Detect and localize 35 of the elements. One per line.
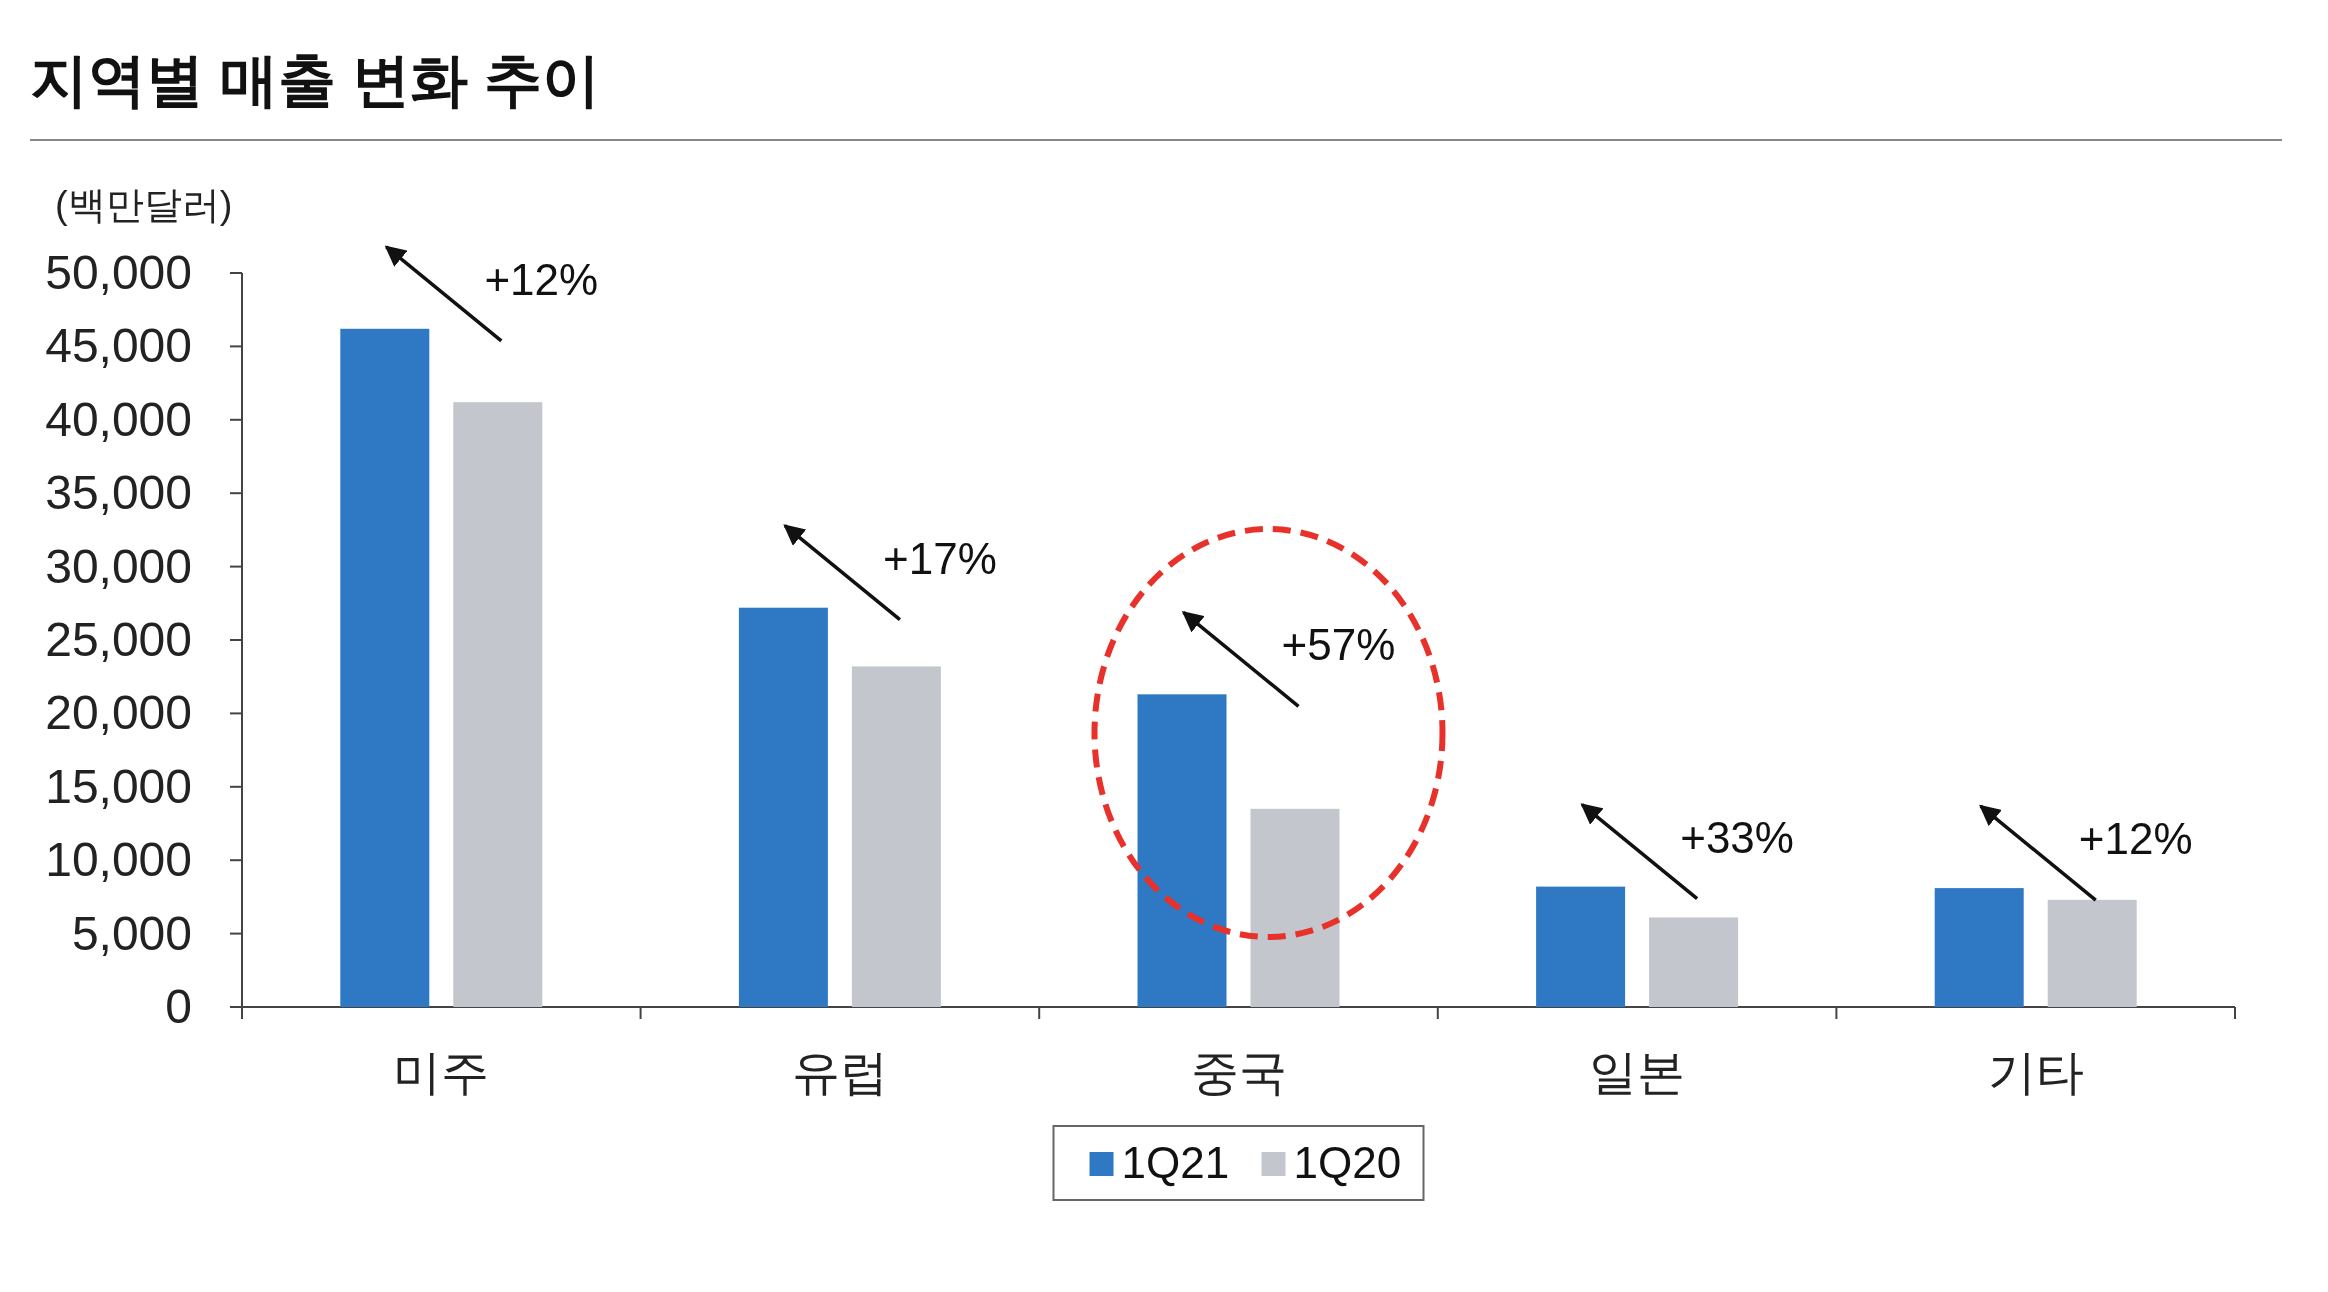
annotation: +57% (1281, 620, 1396, 670)
bar (1137, 694, 1227, 1007)
y-tick-label: 20,000 (45, 686, 192, 740)
bar (340, 328, 430, 1007)
y-tick-label: 0 (165, 980, 192, 1033)
annotation: +33% (1680, 812, 1794, 862)
bar (453, 402, 543, 1007)
bar (1250, 808, 1340, 1007)
bar (1934, 888, 2024, 1007)
x-tick-label: 유럽 (791, 1046, 888, 1099)
y-tick-label: 15,000 (45, 759, 192, 813)
x-tick-label: 일본 (1589, 1046, 1686, 1099)
bar (738, 607, 828, 1007)
x-tick-label: 중국 (1190, 1046, 1287, 1099)
annotation: +17% (883, 533, 997, 583)
chart-title: 지역별 매출 변화 추이 (30, 47, 601, 112)
x-tick-label: 미주 (393, 1046, 490, 1099)
bar (1536, 886, 1626, 1007)
bar (1649, 917, 1739, 1007)
y-axis-title: (백만달러) (55, 184, 233, 226)
bar (2047, 899, 2137, 1007)
y-tick-label: 50,000 (45, 246, 192, 299)
bar (851, 666, 941, 1007)
legend-label: 1Q20 (1293, 1138, 1402, 1187)
y-tick-label: 35,000 (45, 466, 192, 520)
x-tick-label: 기타 (1987, 1046, 2084, 1099)
y-tick-label: 45,000 (45, 319, 192, 373)
legend-label: 1Q21 (1121, 1138, 1230, 1187)
y-tick-label: 30,000 (45, 539, 192, 593)
y-tick-label: 10,000 (45, 833, 192, 887)
y-tick-label: 5,000 (71, 906, 192, 960)
y-tick-label: 40,000 (45, 392, 192, 446)
annotation: +12% (2078, 814, 2193, 864)
y-tick-label: 25,000 (45, 613, 192, 666)
annotation: +12% (484, 254, 599, 304)
